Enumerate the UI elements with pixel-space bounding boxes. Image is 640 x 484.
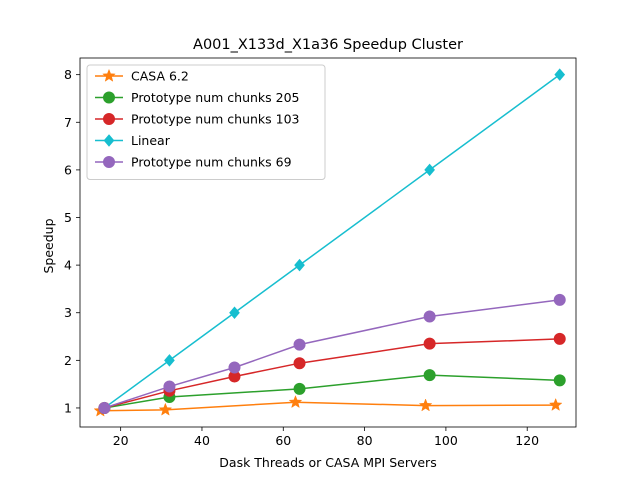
data-point — [554, 68, 566, 81]
legend-label: Prototype num chunks 69 — [131, 155, 292, 170]
x-tick-label: 40 — [194, 433, 210, 448]
x-tick-label: 80 — [357, 433, 373, 448]
plot-area: 20 40 60 80 100 120 1 2 3 4 5 6 7 8 — [64, 57, 577, 448]
data-point — [423, 369, 436, 382]
data-point — [548, 397, 563, 411]
y-tick-label: 5 — [64, 210, 72, 225]
legend-item: Prototype num chunks 205 — [95, 90, 300, 105]
y-tick-label: 6 — [64, 162, 72, 177]
legend-item: Prototype num chunks 69 — [95, 155, 292, 170]
x-tick-label: 100 — [434, 433, 458, 448]
data-point — [553, 374, 566, 387]
legend-marker — [103, 134, 115, 147]
series-line — [104, 299, 560, 409]
legend: CASA 6.2 Prototype num chunks 205 Prototyp… — [86, 64, 326, 180]
data-point — [228, 361, 241, 374]
legend-item: Linear — [95, 133, 171, 148]
series-line — [104, 338, 560, 409]
legend-item: CASA 6.2 — [95, 69, 189, 84]
series-line — [103, 74, 561, 409]
y-tick-label: 3 — [64, 305, 72, 320]
data-point — [288, 395, 303, 409]
data-point — [423, 337, 436, 350]
legend-label: CASA 6.2 — [131, 69, 189, 84]
x-tick-label: 20 — [113, 433, 129, 448]
series-4 — [98, 293, 566, 414]
y-axis-label: Speedup — [41, 218, 56, 273]
y-tick-label: 1 — [64, 400, 72, 415]
legend-label: Prototype num chunks 103 — [131, 112, 300, 127]
y-tick-label: 4 — [64, 258, 72, 273]
legend-marker — [102, 68, 116, 82]
y-tick-label: 7 — [64, 115, 72, 130]
data-point — [293, 357, 306, 370]
data-point — [418, 398, 433, 412]
data-point — [293, 338, 306, 351]
chart-title: A001_X133d_X1a36 Speedup Cluster — [193, 37, 463, 53]
data-point — [294, 258, 305, 272]
x-tick-label: 120 — [515, 433, 539, 448]
y-tick-label: 2 — [64, 353, 72, 368]
legend-marker — [103, 113, 115, 125]
data-point — [553, 293, 566, 306]
legend-label: Prototype num chunks 205 — [131, 90, 300, 105]
x-axis-label: Dask Threads or CASA MPI Servers — [219, 455, 436, 470]
data-point — [423, 310, 436, 323]
data-point — [98, 401, 111, 414]
data-point — [293, 382, 306, 395]
legend-marker — [103, 156, 115, 168]
series-0 — [93, 395, 563, 417]
legend-box — [86, 64, 326, 180]
x-tick-label: 60 — [275, 433, 291, 448]
data-point — [164, 354, 175, 367]
plot-frame — [79, 57, 577, 428]
data-point — [424, 163, 435, 177]
legend-label: Linear — [131, 133, 171, 148]
data-point — [229, 306, 240, 320]
data-point — [163, 380, 176, 393]
legend-item: Prototype num chunks 103 — [95, 112, 300, 127]
y-tick-label: 8 — [64, 67, 72, 82]
data-point — [553, 332, 566, 345]
data-point — [158, 402, 173, 416]
legend-marker — [103, 91, 115, 104]
